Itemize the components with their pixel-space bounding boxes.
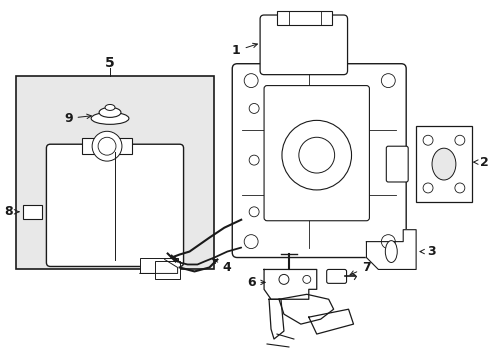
Circle shape [454, 183, 464, 193]
Text: 8: 8 [4, 205, 19, 218]
Text: 2: 2 [473, 156, 488, 168]
Text: 3: 3 [419, 245, 434, 258]
Circle shape [249, 103, 259, 113]
Ellipse shape [431, 148, 455, 180]
Text: 5: 5 [105, 56, 115, 70]
Bar [140, 257, 177, 274]
FancyBboxPatch shape [232, 64, 406, 257]
FancyBboxPatch shape [386, 146, 407, 182]
Polygon shape [279, 294, 333, 324]
Circle shape [302, 275, 310, 283]
Circle shape [244, 74, 258, 87]
Bar [276, 11, 331, 25]
Ellipse shape [105, 104, 115, 111]
Circle shape [282, 120, 351, 190]
Polygon shape [308, 309, 353, 334]
FancyBboxPatch shape [415, 126, 471, 202]
Polygon shape [264, 269, 316, 299]
Polygon shape [268, 299, 284, 339]
Text: 9: 9 [64, 112, 91, 125]
Bar [82, 138, 132, 154]
Circle shape [298, 137, 334, 173]
Circle shape [244, 235, 258, 248]
Bar [16, 76, 214, 269]
Text: 6: 6 [246, 276, 264, 289]
Polygon shape [366, 230, 415, 269]
Circle shape [381, 235, 394, 248]
FancyBboxPatch shape [260, 15, 347, 75]
Circle shape [454, 135, 464, 145]
Circle shape [98, 137, 116, 155]
FancyBboxPatch shape [46, 144, 183, 266]
Ellipse shape [385, 240, 396, 262]
Circle shape [249, 207, 259, 217]
Text: 7: 7 [349, 261, 370, 275]
Text: 1: 1 [231, 43, 257, 57]
Bar [154, 261, 179, 279]
FancyBboxPatch shape [264, 86, 368, 221]
Circle shape [92, 131, 122, 161]
Circle shape [249, 155, 259, 165]
Circle shape [279, 274, 288, 284]
FancyBboxPatch shape [326, 269, 346, 283]
Circle shape [381, 74, 394, 87]
Circle shape [422, 183, 432, 193]
Circle shape [422, 135, 432, 145]
Ellipse shape [91, 112, 129, 124]
Ellipse shape [99, 107, 121, 117]
Text: 4: 4 [212, 260, 231, 274]
Bar [22, 205, 42, 219]
